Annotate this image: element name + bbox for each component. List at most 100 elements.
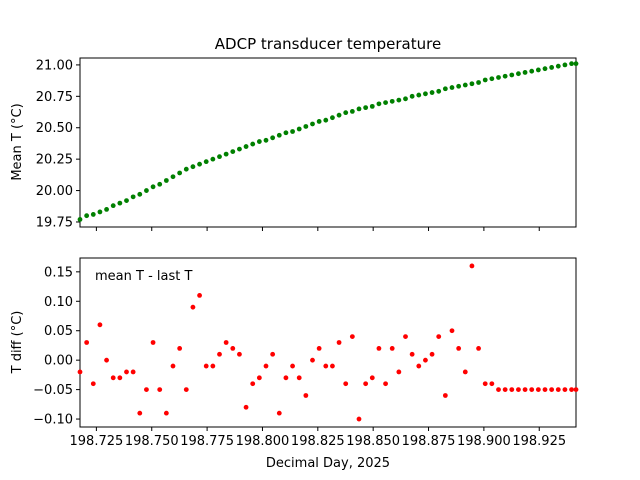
data-point bbox=[150, 340, 156, 345]
data-point bbox=[356, 106, 362, 112]
data-point bbox=[237, 351, 242, 357]
data-point bbox=[84, 340, 90, 345]
plot-frame-top bbox=[79, 57, 577, 228]
data-point bbox=[343, 381, 349, 387]
data-point bbox=[163, 410, 169, 416]
data-point bbox=[555, 387, 561, 393]
data-point bbox=[409, 351, 415, 357]
data-point bbox=[376, 345, 382, 351]
data-point bbox=[170, 174, 176, 180]
x-tick-label: 198.850 bbox=[346, 434, 400, 449]
data-point bbox=[190, 304, 196, 310]
data-point bbox=[250, 141, 256, 147]
data-point bbox=[369, 375, 375, 381]
y-tick-label: 0.05 bbox=[44, 324, 73, 339]
data-point bbox=[502, 387, 508, 393]
data-point bbox=[283, 130, 289, 136]
data-point bbox=[177, 170, 183, 176]
data-point bbox=[90, 381, 96, 387]
data-point bbox=[403, 334, 408, 340]
data-point bbox=[256, 375, 262, 381]
data-point bbox=[516, 387, 521, 393]
data-point bbox=[403, 96, 408, 102]
data-point bbox=[509, 72, 515, 78]
data-point bbox=[104, 357, 109, 363]
data-point bbox=[97, 322, 103, 328]
y-tick-label: 20.75 bbox=[36, 90, 73, 105]
y-axis-label-top: Mean T (°C) bbox=[10, 103, 25, 180]
data-point bbox=[316, 345, 322, 351]
x-tick-label: 198.725 bbox=[70, 434, 124, 449]
data-point bbox=[217, 351, 222, 357]
data-point bbox=[489, 76, 495, 82]
data-point bbox=[389, 345, 395, 351]
data-point bbox=[522, 387, 528, 393]
data-point bbox=[197, 292, 202, 298]
y-axis-label-bottom: T diff (°C) bbox=[10, 311, 25, 375]
data-point bbox=[250, 381, 256, 387]
data-point bbox=[535, 387, 541, 393]
data-point bbox=[203, 363, 209, 369]
data-point bbox=[276, 410, 282, 416]
data-point bbox=[243, 144, 249, 149]
data-point bbox=[223, 340, 229, 345]
data-point bbox=[349, 334, 355, 340]
data-point bbox=[230, 149, 236, 155]
data-point bbox=[456, 83, 462, 89]
data-point bbox=[263, 137, 269, 143]
data-point bbox=[549, 387, 555, 393]
data-point bbox=[476, 345, 481, 351]
data-point bbox=[104, 207, 109, 212]
data-point bbox=[363, 105, 369, 111]
mean-temperature-series bbox=[77, 61, 579, 222]
y-tick-label: 0.00 bbox=[44, 354, 73, 369]
y-axis-ticks-bottom: −0.10 −0.05 0.00 0.05 0.10 0.15 bbox=[33, 265, 80, 428]
data-point bbox=[310, 121, 315, 127]
data-point bbox=[283, 375, 289, 381]
data-point bbox=[117, 375, 123, 381]
data-point bbox=[442, 86, 448, 92]
y-tick-label: 20.00 bbox=[36, 184, 73, 199]
data-point bbox=[416, 363, 422, 369]
data-point bbox=[90, 212, 96, 217]
data-point bbox=[389, 98, 395, 104]
data-point bbox=[144, 188, 149, 193]
data-point bbox=[429, 351, 435, 357]
data-point bbox=[137, 191, 143, 197]
data-point bbox=[290, 363, 295, 369]
data-point bbox=[177, 345, 183, 351]
data-point bbox=[323, 363, 329, 369]
data-point bbox=[529, 68, 535, 74]
x-axis-ticks-bottom: 198.725 198.750 198.775 198.800 198.825 198.8… bbox=[70, 427, 566, 449]
data-point bbox=[383, 381, 388, 387]
data-point bbox=[217, 154, 222, 160]
data-point bbox=[376, 101, 382, 107]
data-point bbox=[130, 369, 136, 375]
data-point bbox=[110, 203, 116, 209]
data-point bbox=[150, 184, 156, 190]
data-point bbox=[496, 387, 501, 393]
data-point bbox=[183, 387, 189, 393]
x-tick-label: 198.875 bbox=[402, 434, 456, 449]
temperature-difference-series bbox=[77, 263, 579, 422]
data-point bbox=[203, 159, 209, 165]
data-point bbox=[97, 209, 103, 215]
data-point bbox=[163, 178, 169, 183]
data-point bbox=[482, 77, 488, 83]
data-point bbox=[270, 351, 276, 357]
data-point bbox=[270, 135, 276, 141]
data-point bbox=[542, 387, 548, 393]
data-point bbox=[383, 100, 388, 106]
data-point bbox=[496, 75, 501, 80]
data-point bbox=[230, 345, 236, 351]
data-point bbox=[549, 65, 555, 70]
data-point bbox=[429, 90, 435, 95]
data-point bbox=[336, 112, 342, 118]
y-tick-label: 0.15 bbox=[44, 265, 73, 280]
y-axis-ticks-top: 19.75 20.00 20.25 20.50 20.75 21.00 bbox=[36, 58, 80, 230]
data-point bbox=[223, 151, 229, 157]
data-point bbox=[423, 91, 428, 97]
x-tick-label: 198.775 bbox=[180, 434, 234, 449]
y-tick-label: 0.10 bbox=[44, 295, 73, 310]
